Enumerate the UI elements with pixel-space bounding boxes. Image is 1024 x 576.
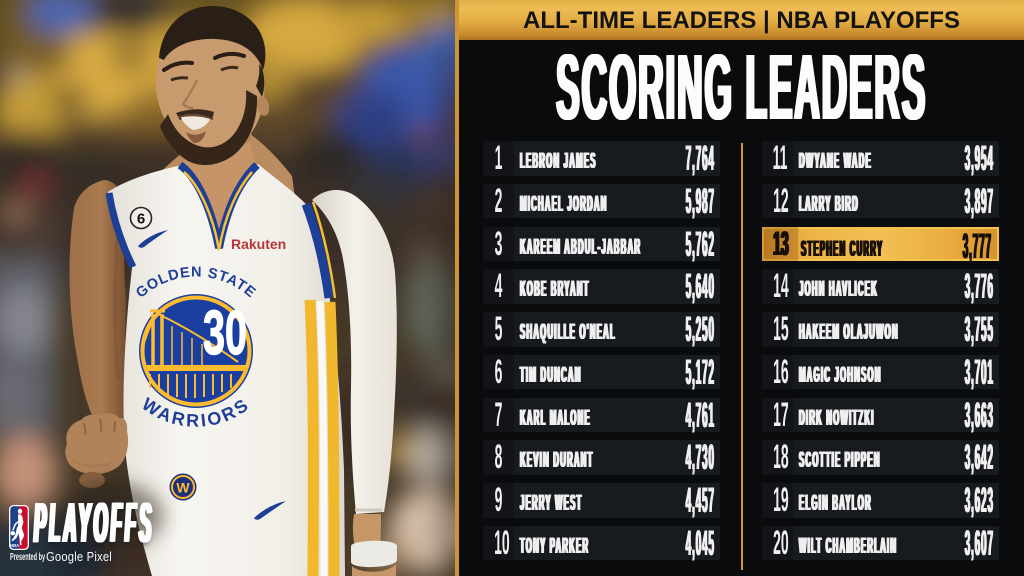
- svg-text:W: W: [176, 480, 190, 496]
- svg-text:Rakuten: Rakuten: [231, 236, 286, 252]
- svg-text:30: 30: [203, 299, 247, 368]
- svg-text:NBA: NBA: [10, 543, 19, 548]
- svg-text:6: 6: [137, 211, 145, 228]
